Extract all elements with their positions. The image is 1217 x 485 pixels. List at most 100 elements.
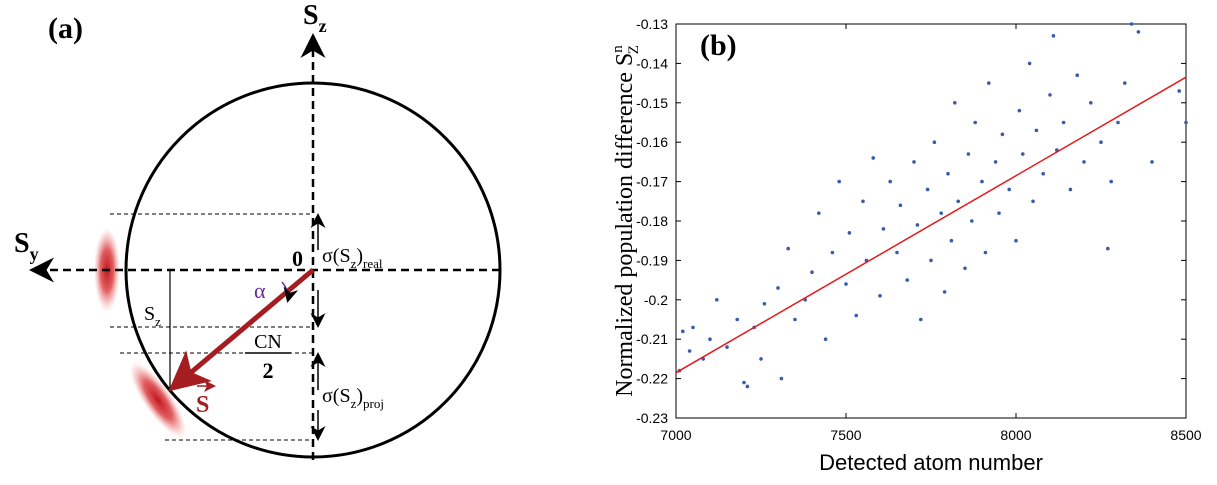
data-point (888, 179, 892, 184)
data-point (1099, 140, 1103, 144)
y-tick-label: -0.2 (644, 292, 668, 308)
x-tick-label: 8000 (1000, 427, 1031, 443)
data-point (963, 266, 967, 271)
data-point (1007, 187, 1011, 192)
data-point (687, 349, 692, 353)
y-tick-label: -0.19 (636, 252, 668, 268)
data-point (942, 290, 947, 294)
data-point (980, 179, 984, 184)
data-point (1034, 128, 1039, 133)
data-point (861, 199, 865, 204)
data-point (1027, 61, 1032, 66)
data-point (745, 384, 750, 389)
data-point (735, 317, 739, 322)
data-point (932, 140, 937, 144)
data-point (759, 357, 763, 361)
data-point (1061, 120, 1066, 125)
data-point (983, 250, 988, 255)
data-point (1051, 34, 1056, 38)
x-tick-label: 7500 (830, 427, 861, 443)
data-point (762, 301, 767, 306)
data-point (898, 203, 903, 208)
data-point (905, 278, 909, 282)
data-point (830, 250, 835, 255)
panel-label: (b) (700, 29, 737, 62)
data-point (1082, 160, 1086, 164)
data-point (1136, 30, 1141, 34)
data-point (973, 120, 977, 125)
data-point (708, 337, 712, 342)
data-point (1106, 246, 1110, 251)
data-point (817, 211, 821, 215)
data-point (878, 294, 882, 298)
guide-lines (110, 213, 313, 441)
y-tick-label: -0.13 (636, 16, 668, 32)
y-tick-label: -0.21 (636, 331, 668, 347)
data-point (1021, 152, 1025, 156)
x-axis-label: Detected atom number (819, 450, 1043, 475)
data-point (919, 317, 923, 322)
y-axis-label: Normalized population difference SnZ (610, 45, 642, 397)
diagram: (a) Sz Sy 0 α Sz CN 2 σ(Sz)real σ(Sz)pro… (14, 0, 502, 460)
y-tick-label: -0.15 (636, 95, 668, 111)
y-tick-label: -0.22 (636, 371, 668, 387)
data-point (966, 152, 971, 156)
alpha-label: α (254, 278, 266, 303)
data-point (949, 238, 954, 243)
fit-line (675, 76, 1187, 374)
data-point (1177, 89, 1181, 93)
data-point (1031, 199, 1035, 204)
data-point (1109, 179, 1113, 184)
data-point (997, 211, 1001, 215)
data-point (871, 156, 875, 160)
data-point (854, 313, 858, 318)
y-tick-label: -0.16 (636, 134, 668, 150)
panel-label: (a) (48, 12, 83, 45)
data-point (793, 317, 797, 322)
data-point (776, 286, 780, 290)
data-point (956, 199, 960, 204)
sz-label: Sz (144, 303, 161, 329)
y-tick-label: -0.18 (636, 213, 668, 229)
sigma-proj: σ(Sz)proj (322, 385, 384, 411)
data-point (970, 219, 974, 223)
data-point (993, 160, 998, 164)
data-point (823, 337, 828, 342)
data-point (691, 325, 695, 330)
data-point (925, 187, 930, 192)
data-point (1041, 171, 1045, 176)
data-point (681, 329, 685, 334)
data-point (786, 246, 790, 251)
y-tick-label: -0.17 (636, 174, 668, 190)
data-point (1184, 120, 1188, 125)
data-point (1000, 132, 1005, 137)
vector-label: S (196, 392, 209, 418)
data-point (844, 282, 848, 286)
data-point (810, 270, 814, 275)
data-point (1068, 187, 1073, 192)
data-point (742, 380, 746, 385)
fraction-den: 2 (263, 358, 274, 383)
alpha-arc (281, 281, 299, 303)
data-point (915, 223, 920, 227)
y-tick-label: -0.14 (636, 55, 668, 71)
data-point (715, 298, 719, 302)
data-point (1116, 120, 1120, 125)
sigma-real: σ(Sz)real (322, 245, 383, 271)
x-tick-label: 8500 (1170, 427, 1201, 443)
axis-label: Sz (303, 0, 327, 36)
data-point (946, 171, 950, 176)
origin-label: 0 (292, 246, 303, 271)
data-point (1014, 238, 1018, 243)
x-tick-label: 7000 (660, 427, 691, 443)
fraction-num: CN (254, 331, 282, 353)
data-point (1123, 81, 1127, 85)
data-point (895, 250, 899, 255)
y-tick-label: -0.23 (636, 410, 668, 426)
data-point (881, 227, 886, 231)
data-point (1048, 93, 1052, 97)
data-point (987, 81, 991, 85)
data-point (725, 345, 729, 349)
spin-blob (129, 362, 187, 438)
